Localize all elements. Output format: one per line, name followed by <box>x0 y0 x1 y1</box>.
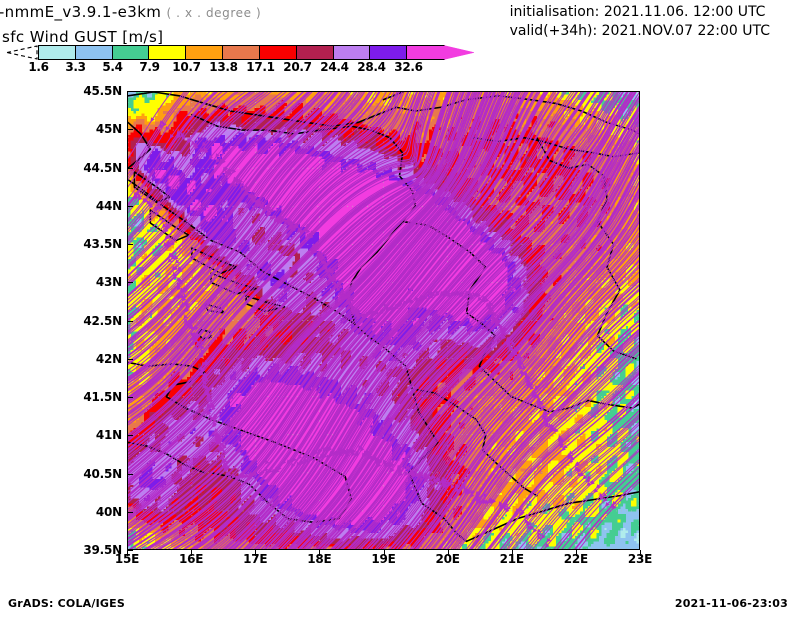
colorbar-tick-4: 10.7 <box>172 60 201 74</box>
latitude-tick-label: 43.5N <box>83 237 122 251</box>
latitude-tick-label: 40.5N <box>83 466 122 481</box>
colorbar-over-triangle-icon <box>444 45 474 60</box>
latitude-tick-label: 45N <box>95 122 122 137</box>
colorbar-band-10 <box>407 46 444 59</box>
longitude-tick-label: 21E <box>499 552 524 566</box>
initialisation-time: initialisation: 2021.11.06. 12:00 UTC <box>509 4 766 20</box>
latitude-tick-label: 39.5N <box>83 543 122 557</box>
longitude-tick-mark <box>191 550 193 556</box>
latitude-tick-label: 42.5N <box>83 313 122 328</box>
latitude-tick-mark <box>127 129 133 131</box>
wind-gust-map <box>128 92 639 549</box>
longitude-tick-mark <box>383 550 385 556</box>
latitude-tick-mark <box>127 282 133 284</box>
colorbar-tick-0: 1.6 <box>28 60 49 74</box>
colorbar-tick-6: 17.1 <box>246 60 275 74</box>
latitude-tick-mark <box>127 167 133 169</box>
model-title: f-nmmE_v3.9.1-e3km ( . x . degree ) <box>0 3 261 21</box>
valid-time: valid(+34h): 2021.NOV.07 22:00 UTC <box>509 23 770 39</box>
longitude-tick-mark <box>575 550 577 556</box>
map-plot-area[interactable] <box>127 91 640 550</box>
render-timestamp: 2021-11-06-23:03 <box>674 597 788 610</box>
latitude-tick-mark <box>127 511 133 513</box>
latitude-tick-mark <box>127 473 133 475</box>
longitude-axis: 15E 16E 17E 18E 19E 20E 21E 22E 23E <box>115 552 652 572</box>
colorbar-band-9 <box>370 46 408 59</box>
latitude-tick-mark <box>127 358 133 360</box>
colorbar-band-0 <box>39 46 76 59</box>
longitude-tick-label: 22E <box>563 552 589 566</box>
colorbar-band-2 <box>112 46 150 59</box>
colorbar-bands <box>38 45 445 60</box>
colorbar-tick-3: 7.9 <box>139 60 160 74</box>
run-time-info: initialisation: 2021.11.06. 12:00 UTC va… <box>510 3 770 41</box>
longitude-tick-label: 16E <box>178 552 204 566</box>
latitude-axis: 39.5N 40N 40.5N 41N 41.5N 42N 42.5N 43N 43.5N 44N… <box>58 84 122 557</box>
colorbar-tick-8: 24.4 <box>320 60 349 74</box>
latitude-tick-mark <box>127 550 133 551</box>
colorbar-tick-5: 13.8 <box>209 60 238 74</box>
longitude-tick-label: 15E <box>114 552 140 566</box>
colorbar-under-triangle-icon <box>6 45 38 60</box>
latitude-tick-mark <box>127 397 133 398</box>
longitude-tick-label: 20E <box>435 552 460 566</box>
latitude-tick-label: 44.5N <box>83 160 122 175</box>
model-title-suffix: ( . x . degree ) <box>166 6 262 20</box>
longitude-tick-mark <box>447 550 449 556</box>
latitude-tick-label: 41N <box>95 428 122 443</box>
colorbar-band-5 <box>223 46 260 59</box>
latitude-tick-mark <box>127 91 133 92</box>
longitude-tick-label: 17E <box>243 552 268 566</box>
latitude-tick-label: 42N <box>95 351 122 366</box>
latitude-tick-label: 40N <box>95 504 122 519</box>
colorbar-tick-1: 3.3 <box>65 60 86 74</box>
latitude-tick-mark <box>127 435 133 437</box>
longitude-tick-label: 23E <box>627 552 653 566</box>
latitude-tick-mark <box>127 244 133 245</box>
longitude-tick-mark <box>255 550 257 556</box>
colorbar-tick-10: 32.6 <box>394 60 423 74</box>
latitude-tick-label: 45.5N <box>83 84 122 98</box>
latitude-tick-mark <box>127 320 133 322</box>
grads-credit: GrADS: COLA/IGES <box>8 597 125 610</box>
longitude-tick-mark <box>640 550 641 556</box>
longitude-tick-label: 19E <box>371 552 396 566</box>
colorbar-band-3 <box>149 46 187 59</box>
colorbar-tick-7: 20.7 <box>283 60 312 74</box>
latitude-tick-mark <box>127 205 133 207</box>
longitude-tick-mark <box>127 550 128 556</box>
colorbar-tick-labels: 1.6 3.3 5.4 7.9 10.7 13.8 17.1 20.7 24.4 28.4 32.6 <box>28 60 445 76</box>
colorbar: 1.6 3.3 5.4 7.9 10.7 13.8 17.1 20.7 24.4 28.4 32.6 <box>0 45 474 76</box>
latitude-tick-label: 43N <box>95 275 122 290</box>
colorbar-tick-9: 28.4 <box>357 60 386 74</box>
longitude-tick-mark <box>319 550 321 556</box>
colorbar-tick-2: 5.4 <box>102 60 123 74</box>
longitude-tick-mark <box>511 550 513 556</box>
model-title-text: f-nmmE_v3.9.1-e3km <box>0 3 162 21</box>
colorbar-band-7 <box>296 46 334 59</box>
latitude-tick-label: 44N <box>95 198 122 213</box>
colorbar-band-4 <box>186 46 224 59</box>
longitude-tick-label: 18E <box>307 552 332 566</box>
colorbar-band-1 <box>75 46 113 59</box>
colorbar-band-8 <box>333 46 371 59</box>
colorbar-band-6 <box>259 46 297 59</box>
latitude-tick-label: 41.5N <box>83 390 122 404</box>
colorbar-title: sfc Wind GUST [m/s] <box>2 28 164 46</box>
